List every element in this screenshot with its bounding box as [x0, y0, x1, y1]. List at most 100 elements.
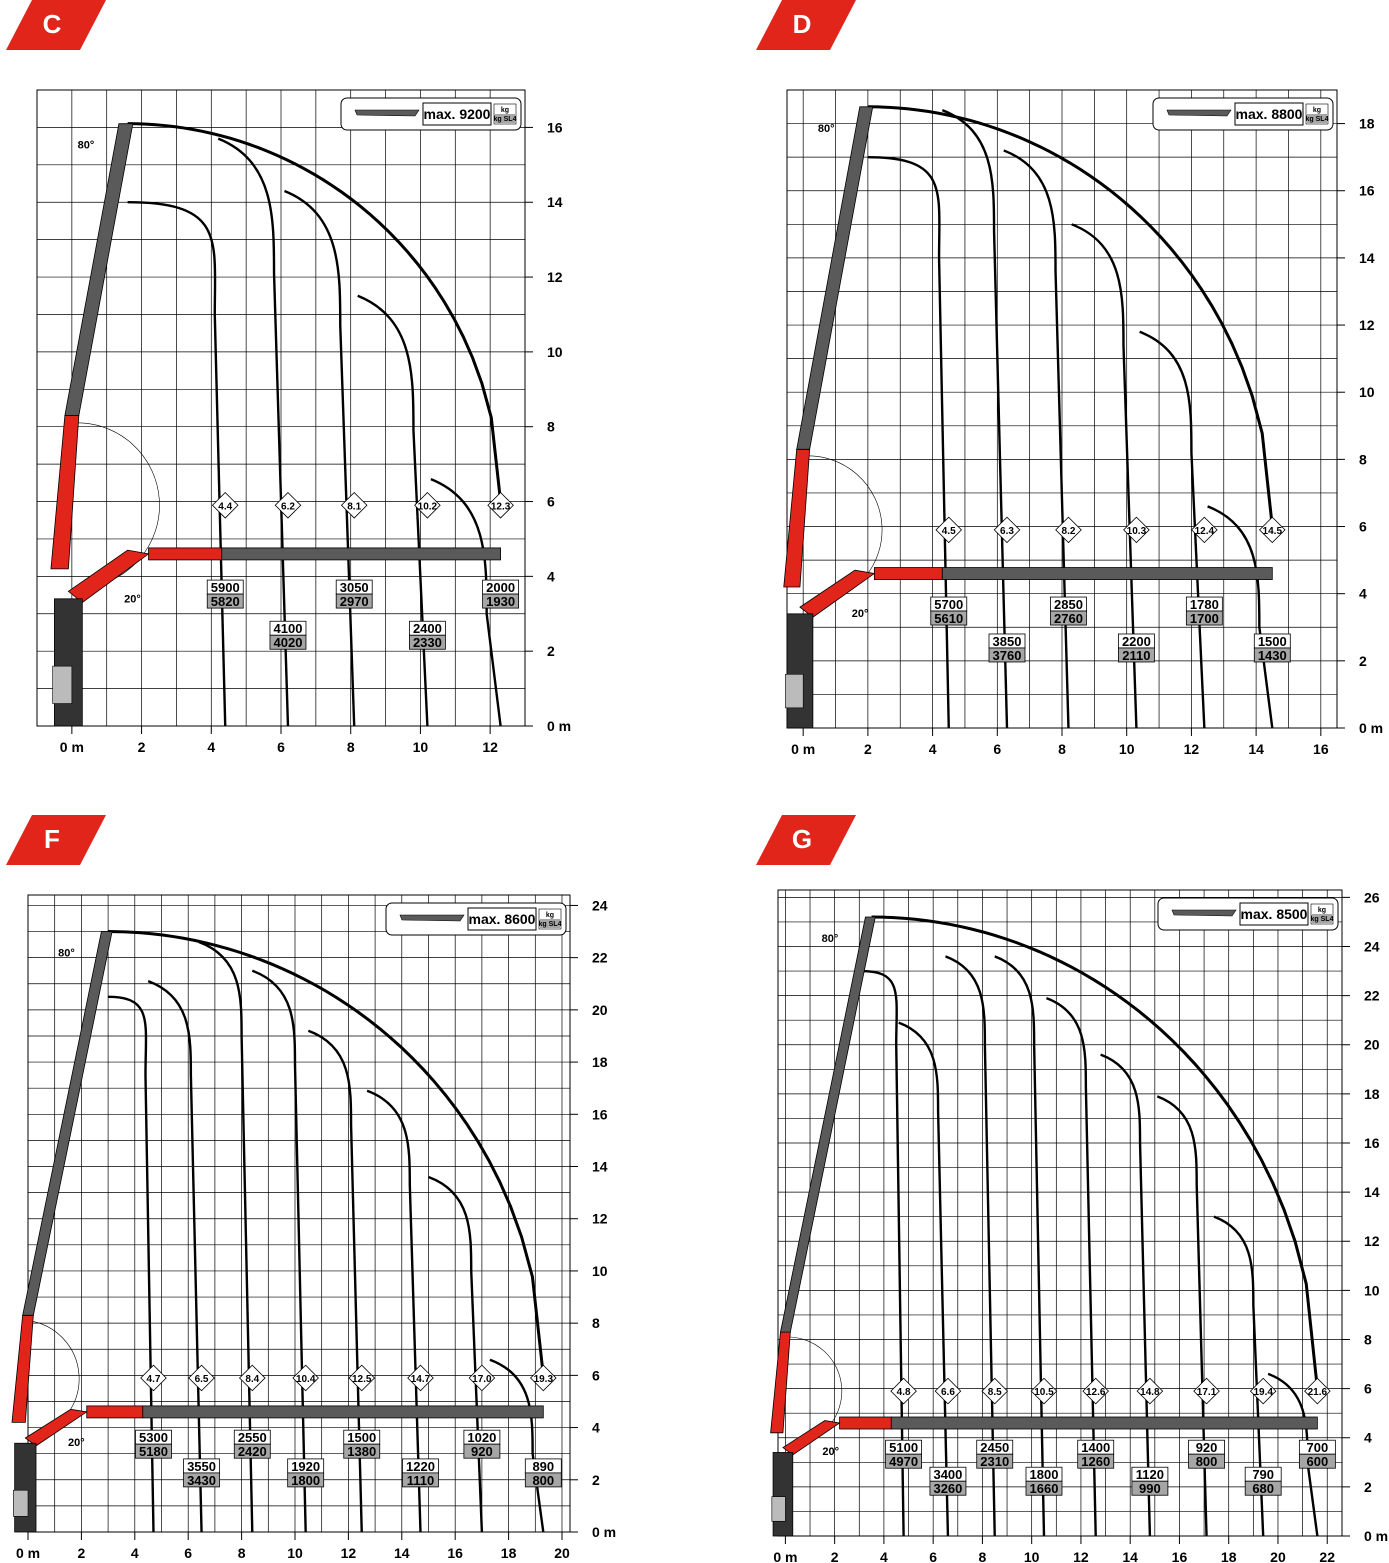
reach-marker-diamond [1030, 1377, 1058, 1405]
reach-value: 19.4 [1253, 1387, 1273, 1398]
load-box-bottom [1025, 1480, 1063, 1496]
x-tick-label: 4 [207, 739, 215, 755]
badge-c: C [6, 0, 106, 50]
y-tick-label: 16 [592, 1106, 608, 1122]
x-tick-label: 10 [413, 739, 429, 755]
reach-marker-diamond [274, 491, 302, 519]
reach-value: 10.2 [418, 501, 438, 512]
load-value-sl4: 3760 [993, 648, 1022, 663]
load-value-standard: 890 [532, 1459, 554, 1474]
badge-c-letter: C [42, 9, 62, 39]
y-tick-label: 18 [1359, 116, 1375, 132]
y-tick-label: 24 [592, 897, 608, 913]
load-curve [428, 1175, 484, 1533]
x-tick-label: 10 [1119, 741, 1135, 757]
load-value-sl4: 1800 [291, 1473, 320, 1488]
reach-envelope [127, 122, 503, 502]
reach-envelope [867, 105, 1274, 527]
reach-marker [468, 1364, 496, 1392]
x-tick-label: 10 [287, 1545, 303, 1561]
load-curve [147, 980, 203, 1533]
stabilizer-leg [785, 673, 804, 709]
legend-unit-top: kg [546, 912, 554, 919]
legend-max-label: max. 9200 [424, 106, 491, 122]
reach-value: 17.0 [472, 1374, 492, 1385]
crane-column [54, 598, 83, 727]
load-box-bottom [463, 1443, 501, 1459]
reach-marker-diamond [140, 1364, 167, 1392]
reach-marker [1191, 516, 1218, 544]
reach-marker [1136, 1377, 1164, 1405]
raised-boom-gray [64, 123, 134, 416]
reach-envelope [108, 930, 545, 1376]
crane-column [772, 1452, 794, 1537]
y-tick-label: 4 [1364, 1430, 1372, 1446]
reach-value: 14.8 [1140, 1387, 1160, 1398]
load-curve [994, 955, 1046, 1537]
x-tick-label: 6 [184, 1545, 192, 1561]
legend-unit-shade [540, 919, 560, 928]
x-tick-label: 12 [1184, 741, 1200, 757]
boom-section-gray [890, 1416, 1318, 1430]
raised-boom-red [50, 415, 80, 570]
load-curve [898, 1021, 950, 1537]
legend-unit-shade [1307, 114, 1327, 123]
legend-max-frame [422, 102, 492, 126]
load-value-standard: 4100 [274, 621, 303, 636]
load-box-bottom [929, 1480, 967, 1496]
legend-unit-bottom: kg SL4 [494, 116, 517, 123]
reach-marker-diamond [188, 1364, 215, 1392]
load-box-bottom [287, 1472, 325, 1488]
angle-20-label: 20° [68, 1437, 85, 1449]
reach-value: 10.4 [296, 1374, 316, 1385]
x-tick-label: 10 [1024, 1549, 1040, 1563]
reach-marker-diamond [1055, 516, 1082, 544]
y-tick-label: 22 [592, 950, 608, 966]
load-box-bottom [1118, 647, 1155, 663]
reach-marker-diamond [487, 491, 514, 519]
load-value-standard: 1780 [1190, 597, 1219, 612]
y-tick-label: 12 [592, 1211, 608, 1227]
load-box-bottom [1188, 1453, 1225, 1469]
y-tick-label: 18 [1364, 1086, 1380, 1102]
legend-unit-top: kg [1318, 907, 1326, 914]
reach-value: 6.2 [281, 501, 295, 512]
reach-envelope [871, 915, 1319, 1389]
x-tick-label: 16 [1313, 741, 1329, 757]
y-tick-label: 10 [1359, 384, 1375, 400]
reach-value: 8.2 [1062, 526, 1076, 537]
reach-marker [348, 1364, 376, 1392]
load-value-standard: 3850 [993, 634, 1022, 649]
reach-marker-diamond [1082, 1377, 1110, 1405]
load-value-standard: 2000 [486, 580, 515, 595]
legend-unit-top: kg [501, 107, 509, 114]
reach-value: 12.4 [1195, 526, 1215, 537]
x-tick-label: 20 [554, 1545, 570, 1561]
load-value-sl4: 680 [1252, 1481, 1274, 1496]
reach-marker [890, 1377, 917, 1405]
load-value-standard: 1800 [1030, 1467, 1059, 1482]
load-box-bottom [524, 1472, 562, 1488]
reach-marker-diamond [993, 516, 1021, 544]
reach-marker-diamond [1193, 1377, 1220, 1405]
load-curve [1156, 1095, 1208, 1537]
reach-marker-diamond [238, 1364, 266, 1392]
legend-unit-top: kg [1313, 107, 1321, 114]
load-curve [861, 969, 905, 1537]
load-value-standard: 2200 [1122, 634, 1151, 649]
load-curve [1207, 505, 1274, 729]
reach-value: 10.3 [1127, 526, 1147, 537]
load-value-standard: 1120 [1136, 1467, 1164, 1482]
reach-marker [934, 1377, 962, 1405]
reach-marker [414, 491, 441, 519]
y-tick-label: 12 [547, 269, 563, 285]
load-box-bottom [1253, 647, 1291, 663]
load-box-bottom [402, 1472, 439, 1488]
load-box-bottom [408, 634, 446, 650]
reach-marker-diamond [1123, 516, 1150, 544]
reach-value: 10.5 [1034, 1387, 1054, 1398]
x-tick-label: 22 [1319, 1549, 1335, 1563]
